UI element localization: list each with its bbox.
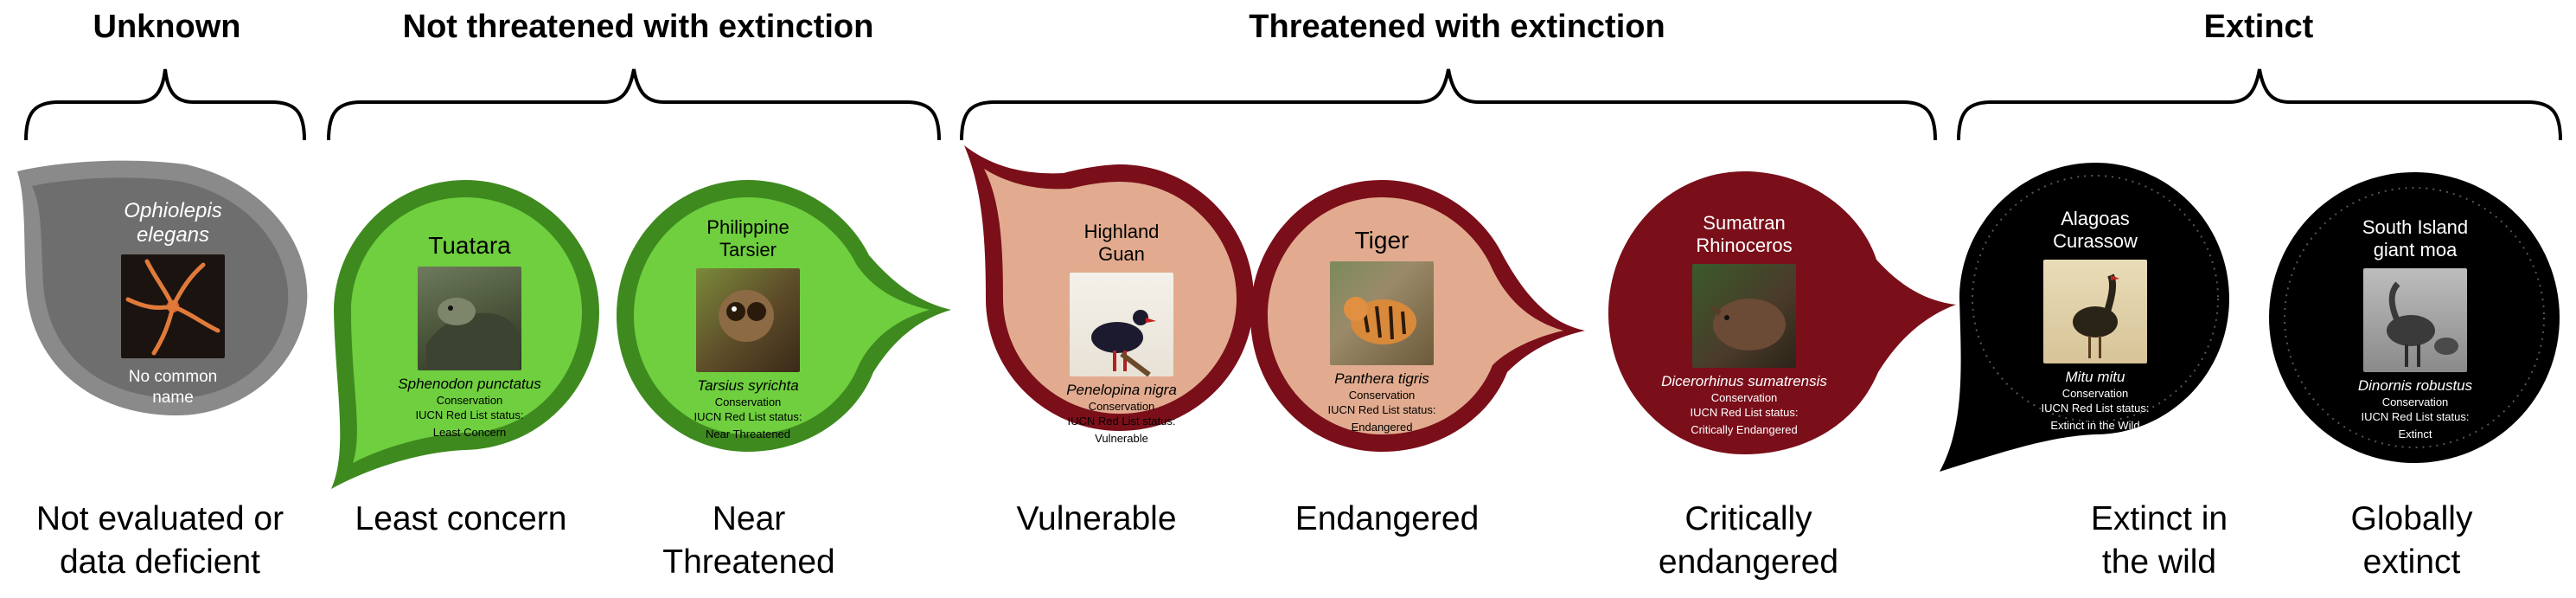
group-title-threatened: Threatened with extinction xyxy=(1249,9,1665,45)
badge-iucn-label: IUCN Red List status: xyxy=(1067,415,1176,428)
badge-note-line1: No common xyxy=(128,368,218,386)
caption-line1: Endangered xyxy=(1294,500,1480,537)
badge-status: Extinct in the Wild xyxy=(2050,419,2140,432)
badge-name-line2: Curassow xyxy=(2053,230,2138,252)
caption-line1: Not evaluated or xyxy=(35,500,284,537)
guan-photo: © xyxy=(1070,273,1173,376)
caption-vulnerable: Vulnerable xyxy=(1016,498,1176,541)
caption-line2: data deficient xyxy=(59,543,260,581)
curassow-photo: © xyxy=(2043,260,2147,363)
badge-common-name: Tiger xyxy=(1354,227,1409,254)
badge-name-line1: Highland xyxy=(1083,221,1160,242)
badge-name-line1: South Island xyxy=(2362,216,2469,238)
badge-tuatara: Tuatara © Sphenodon punctatus Conservati… xyxy=(327,173,604,493)
badge-scientific-name: Panthera tigris xyxy=(1334,370,1429,387)
caption-endangered: Endangered xyxy=(1295,498,1480,541)
caption-line2: the wild xyxy=(2101,543,2217,581)
caption-line2: Threatened xyxy=(662,543,835,581)
brace-extinct xyxy=(1957,68,2562,141)
group-title-not-threatened: Not threatened with extinction xyxy=(402,9,874,45)
group-title-extinct: Extinct xyxy=(2203,9,2314,45)
badge-tiger: Tiger © Panthera tigris Conservation IUC… xyxy=(1243,173,1589,459)
badge-scientific-name: Dinornis robustus xyxy=(2357,377,2473,394)
badge-iucn-label: IUCN Red List status: xyxy=(694,410,802,423)
badge-status: Critically Endangered xyxy=(1691,423,1798,436)
badge-name-line2: Guan xyxy=(1098,243,1145,265)
badge-conservation-label: Conservation xyxy=(1088,400,1155,413)
badge-conservation-label: Conservation xyxy=(1348,389,1416,402)
caption-globally-extinct: Globally extinct xyxy=(2351,498,2473,584)
brace-unknown xyxy=(24,68,306,141)
badge-giant-moa: South Island giant moa © Dinornis robust… xyxy=(2266,169,2564,467)
badge-name-line1: Sumatran xyxy=(1703,212,1786,234)
caption-line1: Near xyxy=(712,500,786,537)
badge-iucn-label: IUCN Red List status: xyxy=(1690,406,1799,419)
brace-not-threatened xyxy=(327,68,941,141)
caption-line2: endangered xyxy=(1658,543,1839,581)
badge-iucn-label: IUCN Red List status: xyxy=(2041,402,2150,415)
badge-scientific-name: Sphenodon punctatus xyxy=(398,376,541,392)
badge-name-line2: Tarsier xyxy=(719,239,777,260)
tuatara-photo: © xyxy=(418,267,521,370)
badge-status: Least Concern xyxy=(432,426,507,439)
badge-tarsier: Philippine Tarsier © Tarsius syrichta Co… xyxy=(610,173,956,459)
badge-scientific-name: Dicerorhinus sumatrensis xyxy=(1661,373,1827,389)
badge-ophiolepis: Ophiolepis elegans No common name xyxy=(13,156,311,416)
badge-name-line2: Rhinoceros xyxy=(1696,235,1793,256)
caption-extinct-in-wild: Extinct in the wild xyxy=(2091,498,2228,584)
caption-near-threatened: Near Threatened xyxy=(662,498,834,584)
caption-critically-endangered: Critically endangered xyxy=(1659,498,1838,584)
badge-status: Endangered xyxy=(1351,421,1413,434)
badge-highland-guan: Highland Guan © Penelopina nigra Conserv… xyxy=(960,138,1258,445)
badge-name-line2: giant moa xyxy=(2373,239,2458,260)
caption-line1: Critically xyxy=(1684,500,1812,537)
caption-line1: Globally xyxy=(2350,500,2473,537)
badge-iucn-label: IUCN Red List status: xyxy=(2361,410,2470,423)
badge-sumatran-rhino: Sumatran Rhinoceros © Dicerorhinus sumat… xyxy=(1601,164,1960,459)
caption-line2: extinct xyxy=(2362,543,2461,581)
badge-iucn-label: IUCN Red List status: xyxy=(1327,403,1436,416)
caption-line1: Least concern xyxy=(355,500,567,537)
badge-status: Extinct xyxy=(2398,428,2432,440)
badge-scientific-name: Mitu mitu xyxy=(2065,369,2125,385)
badge-conservation-label: Conservation xyxy=(436,394,503,407)
badge-note-line2: name xyxy=(152,389,194,407)
badge-status: Vulnerable xyxy=(1095,432,1148,445)
badge-conservation-label: Conservation xyxy=(2061,387,2129,400)
tarsier-photo: © xyxy=(696,268,800,372)
caption-not-evaluated: Not evaluated or data deficient xyxy=(36,498,284,584)
badge-conservation-label: Conservation xyxy=(2381,395,2449,408)
starfish-photo xyxy=(121,254,225,358)
badge-conservation-label: Conservation xyxy=(714,395,782,408)
tiger-photo: © xyxy=(1330,261,1434,365)
moa-photo: © xyxy=(2363,268,2467,372)
badge-scientific-name: Tarsius syrichta xyxy=(697,377,799,394)
caption-line1: Vulnerable xyxy=(1016,500,1177,537)
badge-name-line1: Philippine xyxy=(706,216,789,238)
rhino-photo: © xyxy=(1692,264,1796,368)
badge-alagoas-curassow: Alagoas Curassow © Mitu mitu Conservatio… xyxy=(1935,156,2234,476)
brace-threatened xyxy=(960,68,1937,141)
badge-status: Near Threatened xyxy=(705,428,791,440)
badge-iucn-label: IUCN Red List status: xyxy=(415,408,524,421)
badge-name-line2: elegans xyxy=(136,223,210,247)
badge-name-line1: Ophiolepis xyxy=(124,199,222,222)
badge-scientific-name: Penelopina nigra xyxy=(1066,382,1177,398)
badge-conservation-label: Conservation xyxy=(1710,391,1778,404)
badge-name-line1: Alagoas xyxy=(2061,208,2130,229)
caption-least-concern: Least concern xyxy=(355,498,567,541)
badge-common-name: Tuatara xyxy=(428,232,511,259)
group-title-unknown: Unknown xyxy=(93,9,241,45)
caption-line1: Extinct in xyxy=(2090,500,2228,537)
